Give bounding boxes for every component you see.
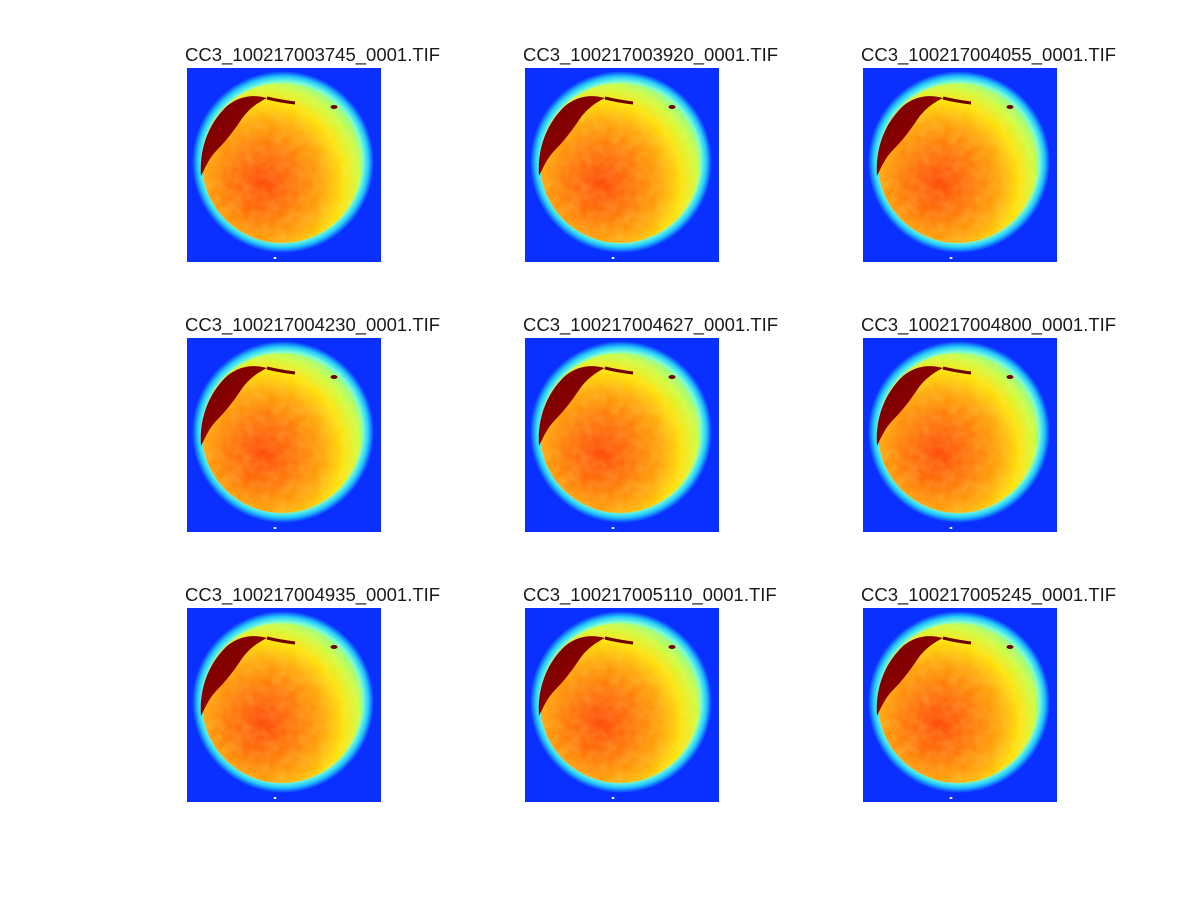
allsky-fisheye-image — [863, 338, 1057, 532]
allsky-fisheye-image — [187, 338, 381, 532]
panel-title: CC3_100217004627_0001.TIF — [523, 314, 779, 335]
panel-title: CC3_100217005245_0001.TIF — [861, 584, 1117, 605]
allsky-fisheye-image — [525, 608, 719, 802]
image-panel: CC3_100217004935_0001.TIF — [185, 584, 445, 814]
image-panel: CC3_100217004627_0001.TIF — [523, 314, 783, 544]
allsky-fisheye-image — [187, 68, 381, 262]
panel-title: CC3_100217003745_0001.TIF — [185, 44, 441, 65]
allsky-fisheye-image — [863, 68, 1057, 262]
panel-title: CC3_100217004800_0001.TIF — [861, 314, 1117, 335]
panel-title: CC3_100217004935_0001.TIF — [185, 584, 441, 605]
image-panel: CC3_100217005110_0001.TIF — [523, 584, 783, 814]
image-panel: CC3_100217004230_0001.TIF — [185, 314, 445, 544]
allsky-fisheye-image — [525, 68, 719, 262]
panel-title: CC3_100217005110_0001.TIF — [523, 584, 777, 605]
panel-title: CC3_100217003920_0001.TIF — [523, 44, 779, 65]
image-panel: CC3_100217004800_0001.TIF — [861, 314, 1121, 544]
allsky-fisheye-image — [863, 608, 1057, 802]
image-panel: CC3_100217003920_0001.TIF — [523, 44, 783, 274]
image-panel: CC3_100217003745_0001.TIF — [185, 44, 445, 274]
panel-title: CC3_100217004055_0001.TIF — [861, 44, 1117, 65]
allsky-fisheye-image — [187, 608, 381, 802]
image-panel: CC3_100217005245_0001.TIF — [861, 584, 1121, 814]
panel-title: CC3_100217004230_0001.TIF — [185, 314, 441, 335]
allsky-fisheye-image — [525, 338, 719, 532]
image-panel: CC3_100217004055_0001.TIF — [861, 44, 1121, 274]
